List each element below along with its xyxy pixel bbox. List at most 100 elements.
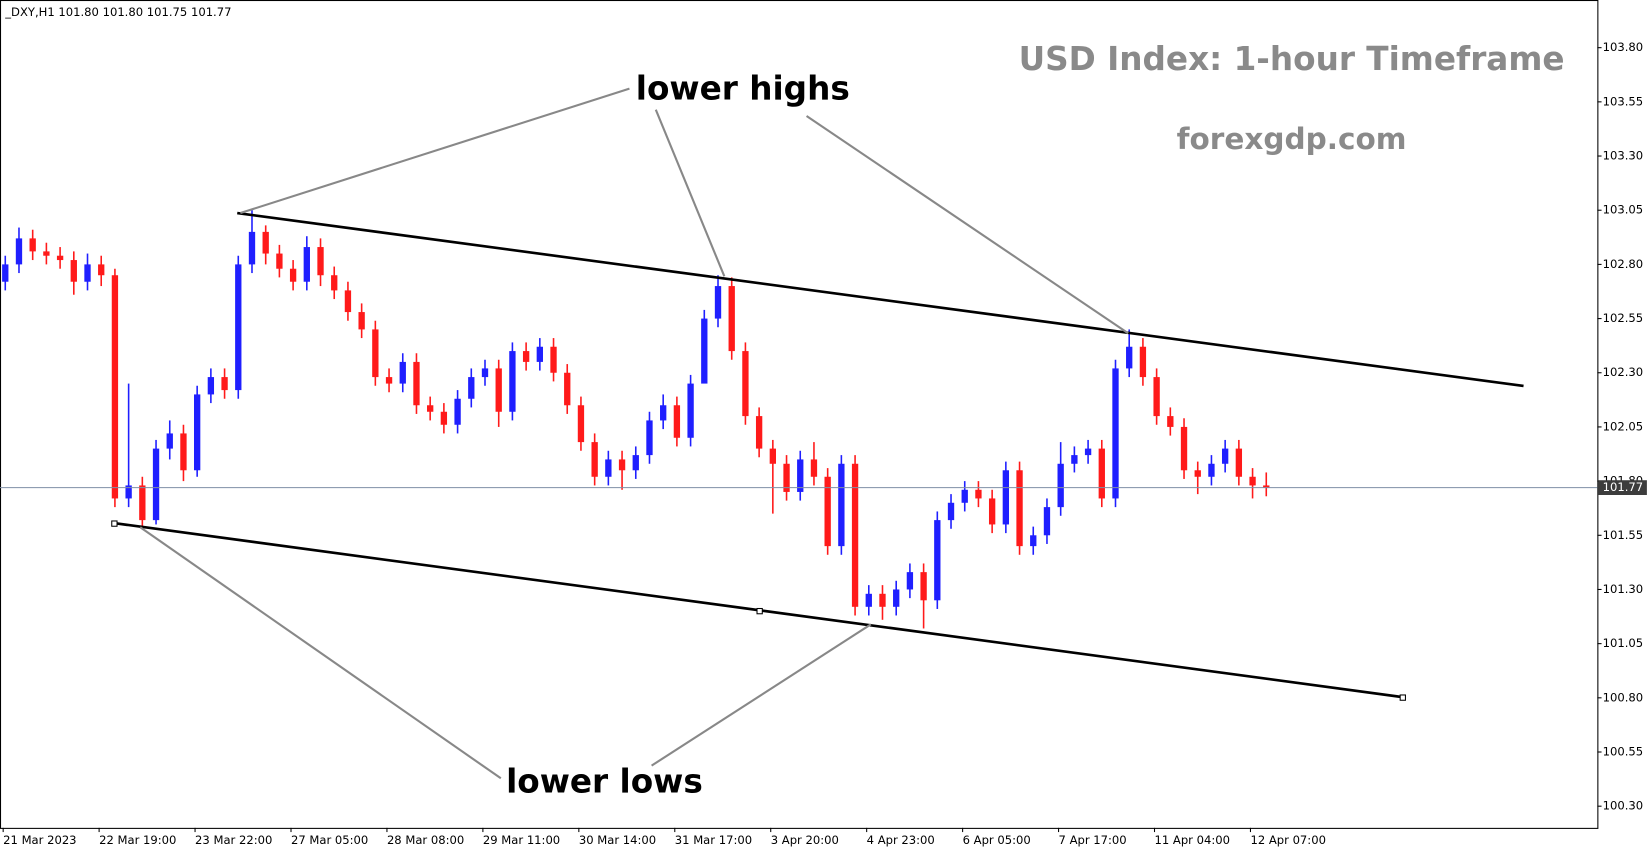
candle-body bbox=[1249, 476, 1256, 486]
chart-title: USD Index: 1-hour Timeframe bbox=[1019, 40, 1565, 78]
y-tick-label: 103.55 bbox=[1603, 94, 1644, 108]
candle-body bbox=[797, 459, 804, 492]
candle-body bbox=[893, 589, 900, 607]
candle-body bbox=[1180, 426, 1188, 471]
candle-body bbox=[180, 433, 187, 471]
candle-body bbox=[920, 572, 927, 601]
y-tick-label: 102.05 bbox=[1603, 419, 1644, 433]
candle-body bbox=[1126, 346, 1133, 369]
x-tick-label: 7 Apr 17:00 bbox=[1059, 833, 1127, 847]
y-tick-label: 102.55 bbox=[1603, 311, 1644, 325]
candle-body bbox=[906, 572, 914, 590]
anchor bbox=[1399, 694, 1406, 701]
candle-body bbox=[838, 463, 845, 547]
candle-body bbox=[1043, 507, 1051, 536]
candle-body bbox=[550, 346, 557, 373]
x-tick-label: 30 Mar 14:00 bbox=[579, 833, 656, 847]
candle-body bbox=[1016, 470, 1023, 547]
candle-body bbox=[276, 253, 283, 269]
candle-body bbox=[591, 442, 598, 477]
candle-body bbox=[1167, 416, 1174, 427]
y-tick-label: 103.30 bbox=[1603, 149, 1644, 163]
candle-body bbox=[235, 264, 242, 391]
x-tick-label: 28 Mar 08:00 bbox=[387, 833, 464, 847]
candle-body bbox=[632, 455, 639, 471]
y-tick-label: 101.30 bbox=[1603, 582, 1644, 596]
candle-body bbox=[70, 260, 77, 282]
candle-body bbox=[84, 264, 91, 282]
candle-body bbox=[879, 593, 886, 607]
candle-body bbox=[701, 318, 708, 384]
pointer-line bbox=[805, 115, 1129, 335]
upper-trend-line bbox=[237, 211, 1524, 388]
candle-body bbox=[577, 405, 585, 443]
candle-body bbox=[372, 329, 379, 378]
candle-body bbox=[810, 459, 818, 477]
candle-body bbox=[824, 476, 831, 547]
candle-body bbox=[1098, 448, 1105, 499]
candle-body bbox=[769, 448, 776, 464]
candle-body bbox=[646, 420, 653, 456]
candle-body bbox=[988, 498, 996, 525]
candle-body bbox=[56, 255, 64, 261]
candle-body bbox=[1002, 470, 1010, 525]
annotation: lower highs bbox=[636, 70, 850, 108]
candle-body bbox=[331, 275, 338, 291]
plot-frame bbox=[0, 0, 1599, 829]
y-tick-label: 103.05 bbox=[1603, 203, 1644, 217]
candle-body bbox=[1084, 448, 1092, 456]
candle-body bbox=[413, 361, 420, 406]
pointer-line bbox=[651, 623, 872, 767]
pointer-line bbox=[240, 87, 630, 215]
y-tick-label: 103.80 bbox=[1603, 40, 1644, 54]
candle-body bbox=[1221, 448, 1229, 464]
candle-body bbox=[673, 405, 681, 438]
pointers bbox=[139, 87, 1129, 780]
x-tick-label: 31 Mar 17:00 bbox=[675, 833, 752, 847]
last-price-label: 101.77 bbox=[1603, 480, 1644, 494]
candle-body bbox=[303, 247, 310, 282]
y-tick-label: 100.80 bbox=[1603, 690, 1644, 704]
candle-body bbox=[399, 361, 406, 384]
candle-body bbox=[344, 290, 352, 313]
x-tick-label: 22 Mar 19:00 bbox=[99, 833, 176, 847]
candle-body bbox=[440, 411, 448, 425]
candle-body bbox=[468, 377, 475, 399]
candle-body bbox=[1112, 368, 1119, 499]
candle-body bbox=[262, 231, 269, 254]
symbol-header: _DXY,H1 101.80 101.80 101.75 101.77 bbox=[4, 5, 231, 19]
x-tick-label: 27 Mar 05:00 bbox=[291, 833, 368, 847]
x-tick-label: 6 Apr 05:00 bbox=[963, 833, 1031, 847]
candle-body bbox=[687, 383, 694, 438]
y-tick-label: 101.55 bbox=[1603, 528, 1644, 542]
candle-body bbox=[564, 372, 571, 406]
candle-body bbox=[1139, 346, 1147, 378]
pointer-line bbox=[139, 526, 502, 780]
candle-body bbox=[2, 264, 9, 282]
candle-body bbox=[934, 520, 941, 601]
candle-body bbox=[1153, 377, 1160, 417]
candle-body bbox=[207, 377, 215, 395]
candle-body bbox=[961, 489, 968, 503]
candle-body bbox=[947, 502, 955, 521]
y-tick-label: 100.30 bbox=[1603, 799, 1644, 813]
candle-body bbox=[742, 351, 749, 417]
candle-body bbox=[618, 459, 626, 471]
candle-body bbox=[728, 286, 735, 352]
candle-body bbox=[865, 593, 872, 607]
candle-body bbox=[454, 398, 461, 425]
candle-body bbox=[975, 489, 982, 499]
candle-body bbox=[1071, 455, 1078, 464]
anchor bbox=[111, 520, 118, 527]
candle-body bbox=[166, 433, 173, 449]
anchor bbox=[756, 607, 763, 615]
candle-body bbox=[1194, 470, 1201, 477]
candle-body bbox=[536, 346, 543, 362]
y-tick-label: 102.80 bbox=[1603, 257, 1644, 271]
candle-body bbox=[194, 394, 201, 471]
candle-body bbox=[1235, 448, 1243, 477]
candle-body bbox=[221, 377, 228, 391]
candle-body bbox=[755, 416, 763, 449]
candle-body bbox=[43, 251, 50, 256]
